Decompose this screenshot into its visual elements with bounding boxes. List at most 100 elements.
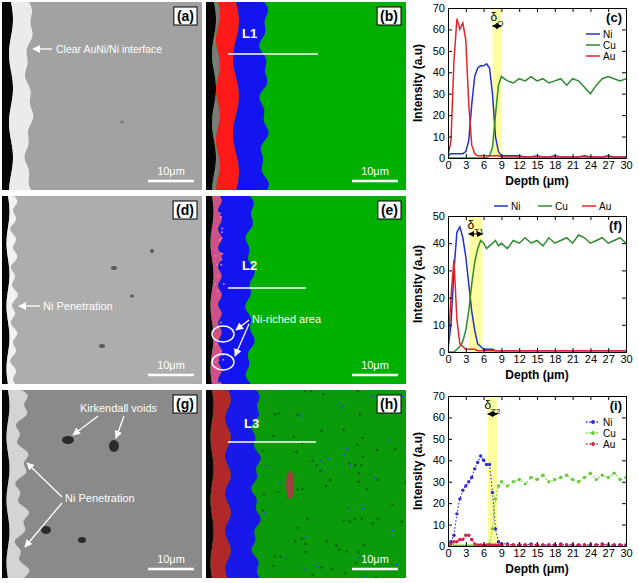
series-point — [506, 484, 509, 487]
tick: 9 — [499, 348, 505, 365]
tick-mark — [501, 396, 502, 400]
legend-swatch — [582, 205, 596, 207]
tick-label: 40 — [433, 237, 445, 249]
spot — [221, 237, 223, 239]
tick-mark — [622, 439, 626, 440]
tick-mark — [501, 348, 502, 352]
spot — [220, 264, 222, 266]
axis: 010203040506070 — [433, 2, 452, 164]
tick-label: 0 — [445, 547, 451, 559]
legend-label: Au — [599, 201, 611, 212]
speckle — [343, 519, 345, 521]
series-point — [583, 543, 586, 546]
tick-mark — [622, 396, 626, 397]
tick-label: 12 — [514, 353, 526, 365]
image — [2, 390, 202, 578]
speckle — [361, 437, 363, 439]
axis: 01020304050 — [433, 210, 452, 358]
annotation: Ni Penetration — [65, 492, 135, 504]
tick-mark — [484, 216, 485, 220]
tick-mark — [501, 154, 502, 158]
series-point — [618, 478, 621, 481]
series-point — [449, 542, 452, 545]
image — [2, 196, 202, 384]
tick — [448, 396, 449, 400]
speckle — [297, 526, 299, 528]
tick-mark — [466, 542, 467, 546]
background — [2, 196, 202, 384]
tick-label: 50 — [433, 433, 445, 445]
series-point — [577, 480, 580, 483]
tick — [622, 137, 626, 138]
tick-mark — [622, 94, 626, 95]
speckle — [341, 405, 343, 407]
tick — [466, 8, 467, 12]
tick: 10 — [433, 131, 452, 143]
speckle — [338, 548, 340, 550]
overlay: L3(h)10μm — [228, 395, 401, 569]
axis: 036912151821242730 — [445, 154, 632, 171]
series-point — [618, 543, 621, 546]
speckle — [329, 479, 331, 481]
image — [206, 2, 406, 190]
tick-label: 12 — [514, 547, 526, 559]
line-label: L2 — [242, 258, 257, 273]
axis-line — [448, 9, 449, 159]
series-point — [452, 534, 455, 537]
tick: 30 — [433, 88, 452, 100]
panel-label: (i) — [610, 398, 622, 413]
annotation: Ni-riched area — [252, 313, 322, 325]
y-axis-title: Intensity (a.u) — [411, 44, 425, 122]
tick: 0 — [439, 152, 452, 164]
spot — [219, 239, 221, 241]
tick: 20 — [433, 497, 452, 509]
series-point — [467, 544, 470, 546]
tick-label: 3 — [463, 547, 469, 559]
spot — [222, 359, 224, 361]
speckle — [285, 558, 287, 560]
tick-mark — [537, 396, 538, 400]
spot — [219, 382, 221, 384]
tick-mark — [608, 542, 609, 546]
line-chart: 036912151821242730010203040506070Depth (… — [411, 390, 633, 576]
tick-label: 9 — [499, 547, 505, 559]
series-point — [500, 543, 503, 546]
series-point — [523, 482, 526, 485]
line-chart: 036912151821242730010203040506070Depth (… — [411, 2, 633, 188]
series-point — [497, 543, 500, 546]
tick-mark — [573, 348, 574, 352]
series-point — [455, 540, 458, 543]
tick-label: 21 — [567, 547, 579, 559]
speckle — [294, 540, 296, 542]
series-point — [595, 478, 598, 481]
legend-label: Ni — [603, 417, 612, 428]
speckle — [296, 414, 298, 416]
tick — [622, 417, 626, 418]
series-point — [601, 543, 604, 546]
series-point — [458, 544, 461, 546]
tick: 15 — [531, 542, 543, 559]
tick — [622, 396, 626, 397]
legend: NiCuAu — [494, 201, 611, 212]
tick-mark — [573, 542, 574, 546]
tick — [537, 216, 538, 220]
scale-bar — [148, 568, 194, 571]
speckle — [262, 509, 264, 511]
speckle — [344, 572, 346, 574]
speckle — [295, 451, 297, 453]
figure: Clear AuNi/Ni interface(a)10μmL1(b)10μmN… — [0, 0, 639, 583]
void — [78, 537, 86, 543]
tick-mark — [622, 298, 626, 299]
tick-mark — [573, 8, 574, 12]
tick: 27 — [603, 154, 615, 171]
tick-mark — [590, 154, 591, 158]
scale-bar-label: 10μm — [361, 553, 389, 565]
speckle — [279, 482, 281, 484]
tick — [573, 216, 574, 220]
tick-mark — [466, 154, 467, 158]
axis-line — [626, 217, 627, 353]
tick — [519, 396, 520, 400]
speckle — [365, 488, 367, 490]
axis: 036912151821242730 — [445, 348, 632, 365]
legend-label: Ni — [511, 201, 520, 212]
